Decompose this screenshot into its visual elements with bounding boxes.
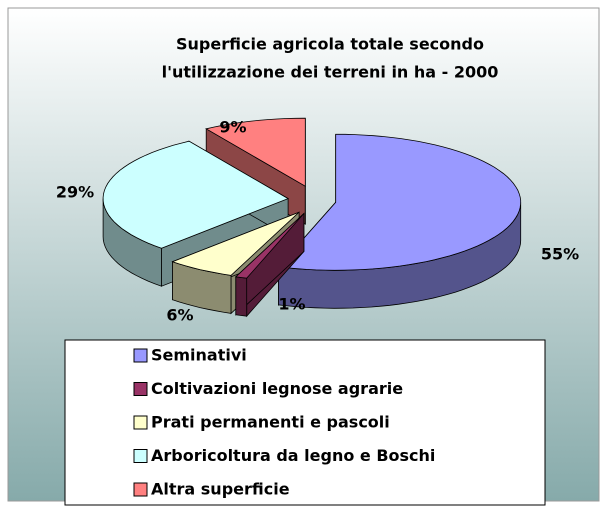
legend-label: Coltivazioni legnose agrarie	[151, 379, 403, 398]
legend-swatch	[133, 348, 148, 363]
legend-swatch	[133, 482, 148, 497]
pie-slice	[234, 212, 305, 318]
legend-swatch	[133, 415, 148, 430]
slice-top	[171, 211, 300, 276]
pie-slice	[277, 133, 522, 309]
legend-label: Altra superficie	[151, 480, 290, 499]
slice-top	[205, 117, 306, 187]
data-label: 1%	[278, 295, 305, 314]
legend-label: Arboricoltura da legno e Boschi	[151, 446, 435, 465]
data-label: 9%	[219, 118, 246, 137]
slice-top	[234, 213, 305, 279]
slice-top	[102, 140, 290, 249]
data-label: 6%	[166, 306, 193, 325]
data-label: 55%	[541, 245, 579, 264]
slice-wall	[235, 276, 248, 317]
slice-top	[277, 133, 522, 271]
legend-label: Seminativi	[151, 346, 247, 365]
legend-label: Prati permanenti e pascoli	[151, 413, 390, 432]
legend-swatch	[133, 382, 148, 396]
data-label: 29%	[56, 183, 94, 202]
chart-title: l'utilizzazione dei terreni in ha - 2000	[162, 63, 499, 82]
legend-swatch	[133, 449, 148, 463]
chart-title: Superficie agricola totale secondo	[176, 35, 484, 54]
